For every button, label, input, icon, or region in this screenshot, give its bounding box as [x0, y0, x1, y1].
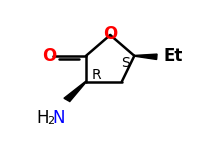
Polygon shape: [134, 54, 157, 59]
Text: O: O: [103, 25, 117, 43]
Polygon shape: [64, 81, 86, 102]
Text: R: R: [91, 68, 101, 82]
Text: O: O: [43, 47, 57, 65]
Text: 2: 2: [47, 116, 54, 126]
Text: H: H: [37, 109, 49, 127]
Text: S: S: [121, 56, 130, 70]
Text: Et: Et: [163, 47, 183, 65]
Text: N: N: [52, 109, 65, 127]
